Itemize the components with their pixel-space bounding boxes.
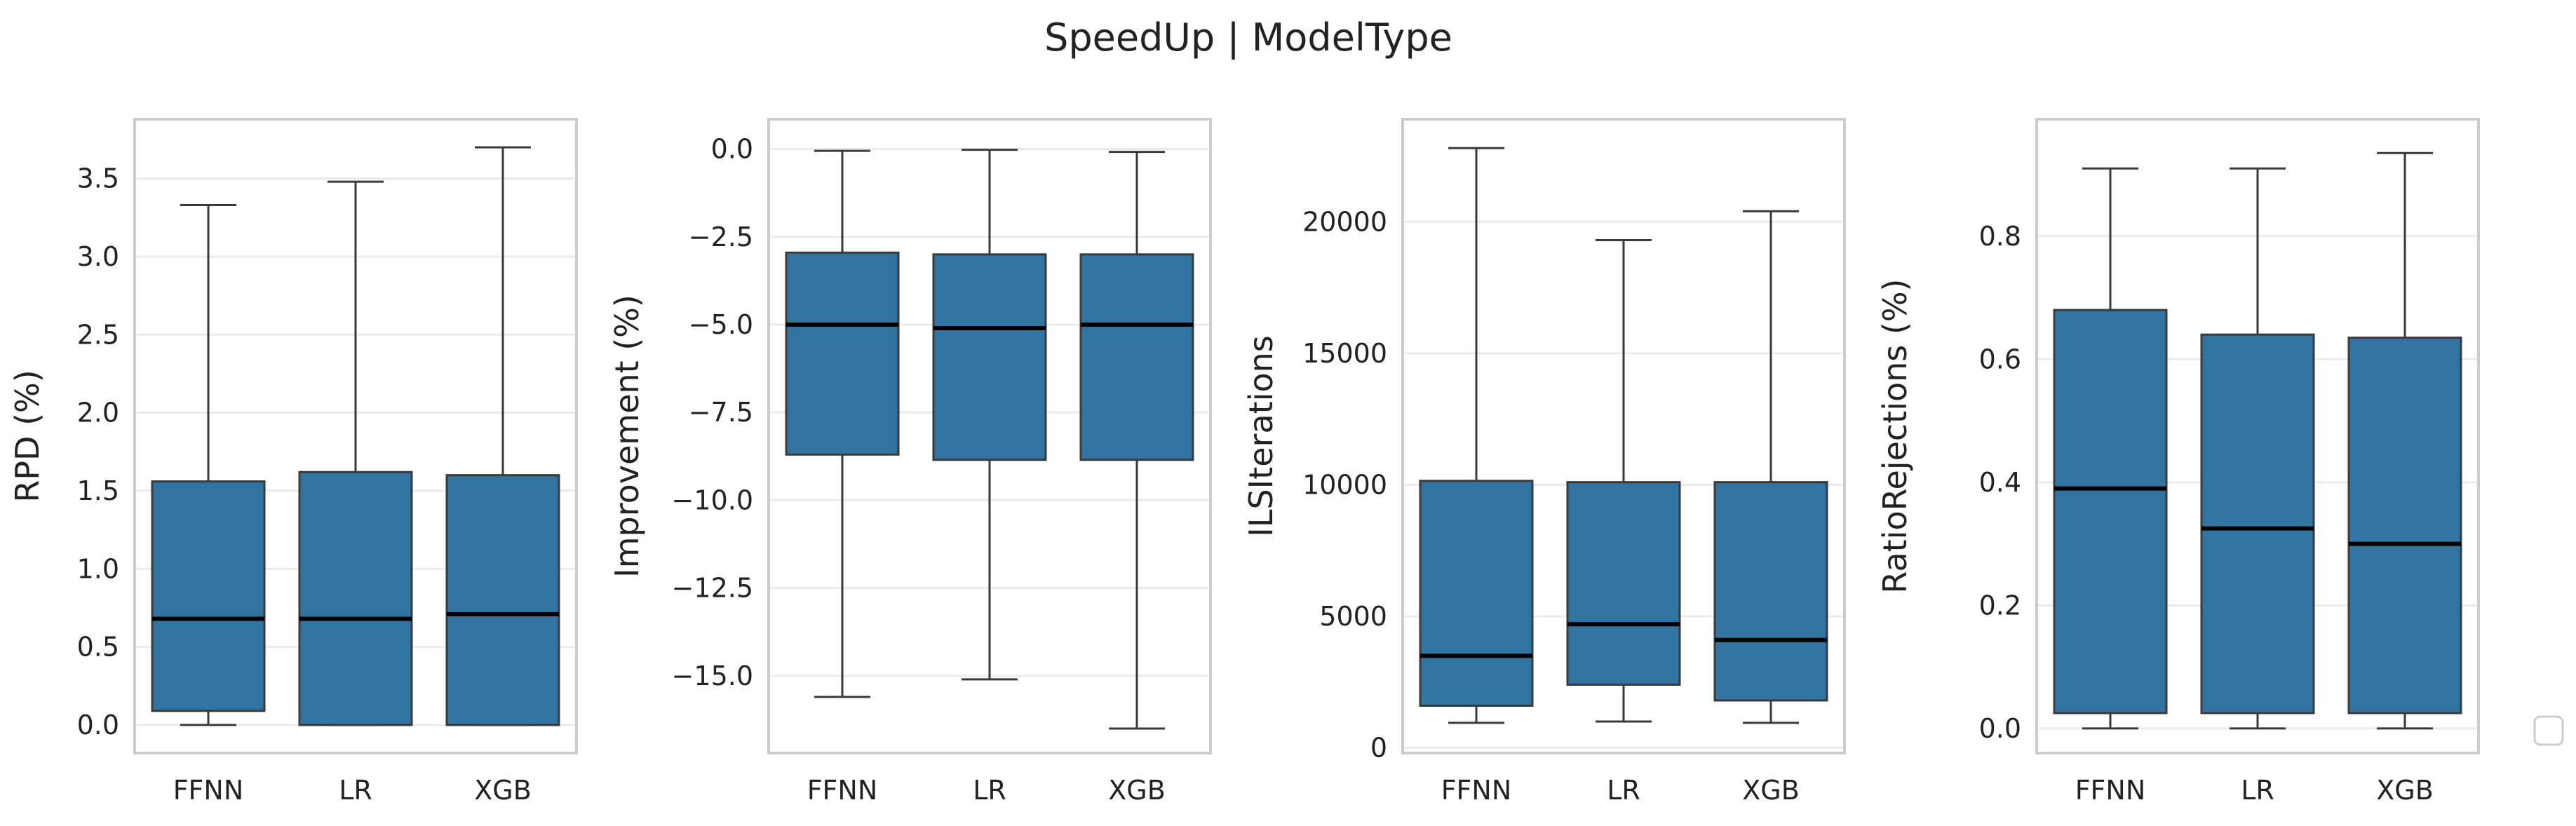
iqr-box <box>2347 337 2462 715</box>
iqr-box <box>445 474 560 726</box>
iqr-box <box>1713 481 1828 702</box>
box-lr <box>932 149 1047 681</box>
y-tick-label: 2.5 <box>77 319 119 350</box>
x-tick-label: FFNN <box>173 775 244 806</box>
subplots: 0.0 0.5 1.0 1.5 2.0 2.5 3.0 3.5 FFNN LR XGB RPD (%)… <box>8 118 2480 806</box>
axes-frame <box>1401 118 1846 754</box>
x-tick-label: LR <box>973 775 1006 806</box>
y-tick-label: 1.5 <box>77 475 119 506</box>
y-axis-label: RPD (%) <box>8 370 46 502</box>
iqr-box <box>1079 253 1194 461</box>
x-tick-label: LR <box>2241 775 2274 806</box>
iqr-box <box>1566 481 1681 686</box>
subplot-4: 0.0 0.2 0.4 0.6 0.8 FFNN LR XGB RatioRejections … <box>1876 118 2480 806</box>
figure-title: SpeedUp | ModelType <box>1044 15 1452 60</box>
y-tick-label: 20000 <box>1302 206 1387 237</box>
x-tick-label: LR <box>339 775 372 806</box>
y-tick-label: −7.5 <box>689 397 753 428</box>
iqr-box <box>932 253 1047 461</box>
y-tick-label: 3.5 <box>77 163 119 194</box>
y-tick-label: 0.4 <box>1979 467 2021 498</box>
x-tick-label: XGB <box>1742 775 1800 806</box>
x-tick-label: FFNN <box>2075 775 2146 806</box>
y-tick-label: 0 <box>1370 732 1387 763</box>
y-tick-label: 0.2 <box>1979 590 2021 621</box>
box-lr <box>298 180 413 726</box>
axes-frame <box>767 118 1212 754</box>
box-xgb <box>2347 151 2462 730</box>
box-lr <box>2200 167 2315 730</box>
y-tick-label: 10000 <box>1302 469 1387 500</box>
iqr-box <box>1419 480 1534 707</box>
y-tick-label: 1.0 <box>77 553 119 584</box>
box-xgb <box>1713 210 1828 724</box>
iqr-box <box>151 480 266 712</box>
iqr-box <box>2200 333 2315 715</box>
box-ffnn <box>151 203 266 726</box>
x-tick-label: XGB <box>1108 775 1166 806</box>
x-tick-label: XGB <box>2376 775 2434 806</box>
y-tick-label: 3.0 <box>77 241 119 272</box>
box-xgb <box>1079 151 1194 730</box>
y-tick-label: 5000 <box>1319 601 1387 632</box>
y-tick-label: −15.0 <box>672 661 753 691</box>
y-tick-label: −5.0 <box>689 309 753 340</box>
y-axis-label: Improvement (%) <box>608 294 646 578</box>
subplot-3: 0 5000 10000 15000 20000 FFNN LR XGB ILSIteratio… <box>1242 118 1846 806</box>
y-tick-label: 0.0 <box>77 710 119 740</box>
y-tick-label: −2.5 <box>689 222 753 252</box>
y-tick-label: −12.5 <box>672 573 753 604</box>
axes-frame <box>133 118 578 754</box>
box-xgb <box>445 146 560 726</box>
box-ffnn <box>2053 167 2168 730</box>
empty-legend <box>2533 715 2564 746</box>
y-axis-label: RatioRejections (%) <box>1876 279 1914 594</box>
y-tick-label: 15000 <box>1302 338 1387 369</box>
y-tick-label: 0.5 <box>77 632 119 663</box>
y-tick-label: 0.0 <box>711 134 753 165</box>
iqr-box <box>785 251 900 456</box>
y-tick-label: 0.8 <box>1979 221 2021 252</box>
x-tick-label: FFNN <box>807 775 878 806</box>
x-tick-label: LR <box>1607 775 1640 806</box>
x-tick-label: FFNN <box>1441 775 1512 806</box>
y-tick-label: 0.0 <box>1979 713 2021 744</box>
box-lr <box>1566 239 1681 723</box>
y-tick-label: −10.0 <box>672 485 753 515</box>
subplot-2: 0.0 −2.5 −5.0 −7.5 −10.0 −12.5 −15.0 FFNN LR XGB I… <box>608 118 1212 806</box>
y-tick-label: 0.6 <box>1979 344 2021 374</box>
y-tick-label: 2.0 <box>77 398 119 428</box>
box-ffnn <box>785 149 900 698</box>
iqr-box <box>298 470 413 726</box>
box-ffnn <box>1419 147 1534 724</box>
y-axis-label: ILSIterations <box>1242 335 1280 536</box>
subplot-1: 0.0 0.5 1.0 1.5 2.0 2.5 3.0 3.5 FFNN LR XGB RPD (%) <box>8 118 578 806</box>
iqr-box <box>2053 309 2168 715</box>
axes-frame <box>2035 118 2480 754</box>
x-tick-label: XGB <box>474 775 532 806</box>
